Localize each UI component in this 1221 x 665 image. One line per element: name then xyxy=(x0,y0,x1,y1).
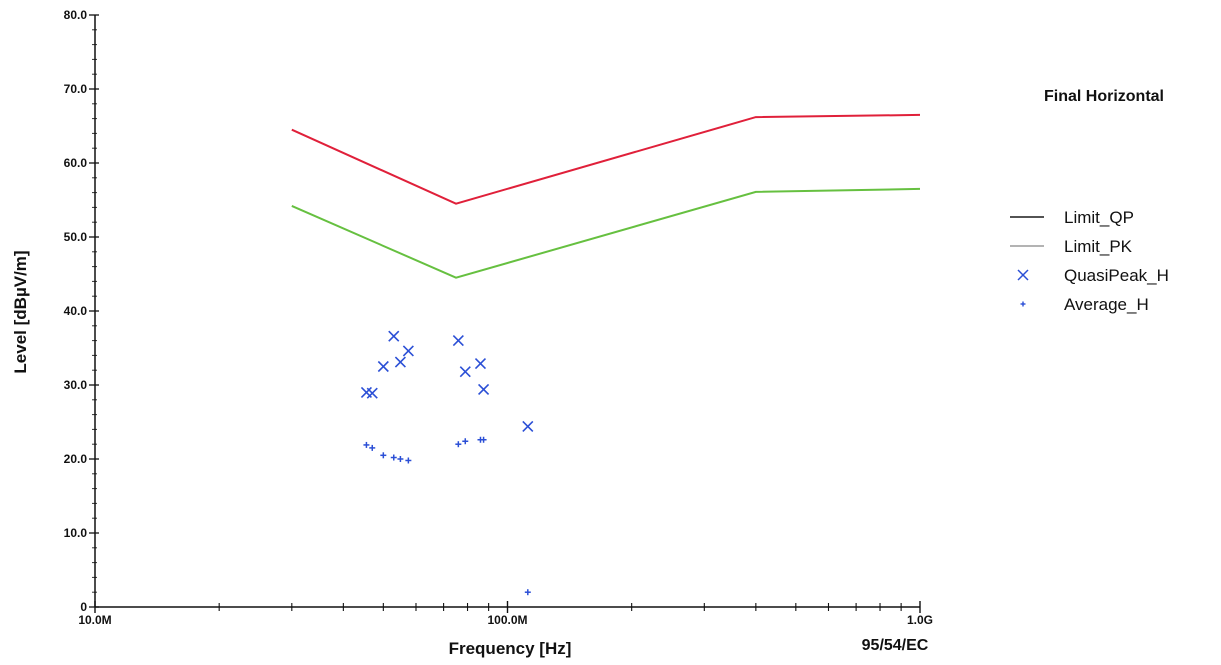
y-tick-label: 30.0 xyxy=(64,378,88,392)
quasipeak-point xyxy=(394,356,406,368)
y-axis-title: Level [dBµV/m] xyxy=(11,250,30,373)
tick-marks xyxy=(89,14,921,613)
legend-item-quasipeak-h: QuasiPeak_H xyxy=(1017,266,1169,285)
average-point xyxy=(397,456,404,462)
limit-lines xyxy=(291,113,921,279)
y-tick-label: 10.0 xyxy=(64,526,88,540)
average-point xyxy=(524,589,531,596)
plot-title: Final Horizontal xyxy=(1044,88,1164,105)
y-tick-label: 20.0 xyxy=(64,452,88,466)
legend-label: Average_H xyxy=(1064,295,1149,314)
y-tick-label: 50.0 xyxy=(64,230,88,244)
average-point xyxy=(369,444,376,451)
tick-labels: 0 10.0 20.0 30.0 40.0 50.0 60.0 70.0 80.0 10.0M 10… xyxy=(64,8,933,627)
legend-label: QuasiPeak_H xyxy=(1064,266,1169,285)
y-tick-label: 0 xyxy=(80,600,87,614)
limit-pk-line xyxy=(291,187,921,279)
quasipeak-point xyxy=(402,345,414,357)
quasipeak-point xyxy=(377,360,389,373)
quasipeak-point xyxy=(388,330,400,342)
average-point xyxy=(455,441,462,448)
average-point xyxy=(390,454,397,461)
legend-item-limit-pk: Limit_PK xyxy=(1010,237,1133,256)
standard-label: 95/54/EC xyxy=(862,637,929,654)
average-point xyxy=(462,438,469,445)
x-tick-label: 1.0G xyxy=(907,613,933,627)
average-point xyxy=(405,457,412,464)
y-tick-label: 80.0 xyxy=(64,8,88,22)
measurement-points xyxy=(360,330,534,596)
x-axis-title: Frequency [Hz] xyxy=(449,639,572,658)
y-tick-label: 40.0 xyxy=(64,304,88,318)
legend-item-limit-qp: Limit_QP xyxy=(1010,208,1134,227)
quasipeak-point xyxy=(522,420,534,433)
average-point xyxy=(380,452,387,459)
x-tick-label: 10.0M xyxy=(78,613,111,627)
legend-label: Limit_QP xyxy=(1064,208,1134,227)
legend-label: Limit_PK xyxy=(1064,237,1133,256)
limit-qp-line xyxy=(291,113,921,205)
x-tick-label: 100.0M xyxy=(487,613,527,627)
quasipeak-point xyxy=(452,335,464,347)
quasipeak-point xyxy=(478,383,490,396)
y-tick-label: 60.0 xyxy=(64,156,88,170)
average-point xyxy=(480,436,487,443)
quasipeak-point xyxy=(459,366,471,378)
legend: Limit_QP Limit_PK QuasiPeak_H Average_H xyxy=(1010,208,1169,314)
quasipeak-point xyxy=(474,357,487,370)
legend-item-average-h: Average_H xyxy=(1020,295,1149,314)
quasipeak-point xyxy=(366,387,378,399)
average-point xyxy=(363,441,370,448)
y-tick-label: 70.0 xyxy=(64,82,88,96)
